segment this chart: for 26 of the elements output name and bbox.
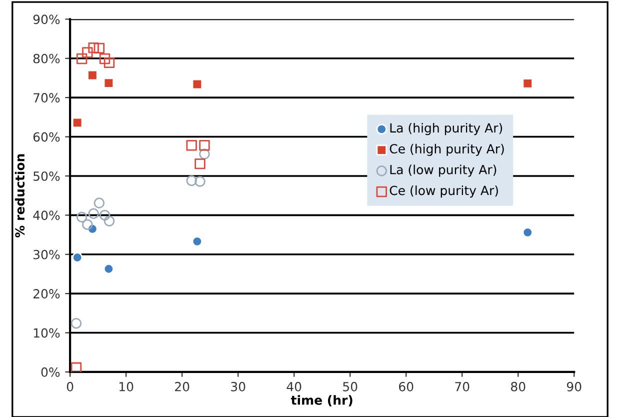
x-tick-label: 60: [399, 382, 414, 392]
y-tick-label: 40%: [33, 210, 60, 220]
legend-label: Ce (low purity Ar): [390, 186, 498, 198]
legend-label: Ce (high purity Ar): [390, 144, 504, 156]
x-tick-label: 70: [455, 382, 470, 392]
x-axis-title: time (hr): [290, 395, 352, 406]
y-tick-label: 60%: [33, 132, 60, 142]
y-tick-label: 20%: [33, 289, 60, 298]
y-tick-label: 0%: [41, 367, 60, 377]
x-tick-label: 10: [119, 382, 134, 392]
y-tick-label: 80%: [33, 54, 60, 64]
x-tick-label: 20: [175, 382, 190, 392]
legend-label: La (low purity Ar): [390, 164, 496, 177]
x-tick-label: 0: [66, 382, 74, 392]
legend-label: La (high purity Ar): [390, 122, 502, 136]
y-tick-label: 50%: [34, 171, 60, 181]
y-tick-label: 90%: [33, 14, 60, 24]
x-tick-label: 80: [511, 382, 526, 392]
y-tick-label: 30%: [34, 250, 60, 260]
y-axis-title: % reduction: [14, 154, 25, 238]
x-tick-label: 40: [286, 382, 302, 392]
x-tick-label: 30: [231, 382, 246, 392]
x-tick-label: 90: [566, 382, 582, 392]
x-tick-label: 50: [343, 382, 358, 392]
y-tick-label: 10%: [34, 328, 60, 338]
y-tick-label: 70%: [34, 93, 60, 103]
